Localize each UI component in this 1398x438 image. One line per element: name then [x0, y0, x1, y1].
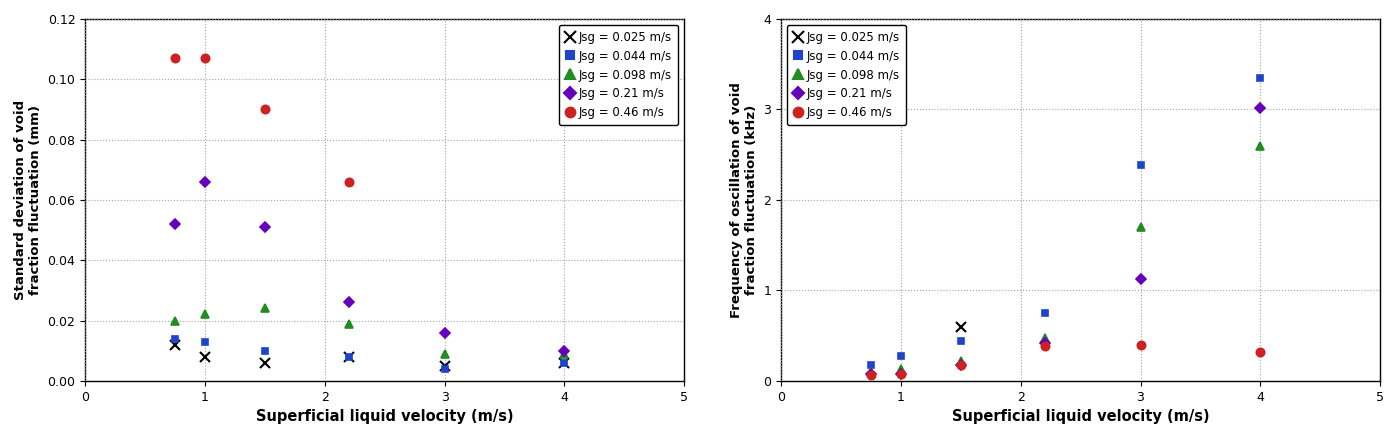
- X-axis label: Superficial liquid velocity (m/s): Superficial liquid velocity (m/s): [256, 409, 513, 424]
- Legend: Jsg = 0.025 m/s, Jsg = 0.044 m/s, Jsg = 0.098 m/s, Jsg = 0.21 m/s, Jsg = 0.46 m/: Jsg = 0.025 m/s, Jsg = 0.044 m/s, Jsg = …: [559, 25, 678, 125]
- Y-axis label: Standard deviation of void
fraction fluctuation (mm): Standard deviation of void fraction fluc…: [14, 100, 42, 300]
- Legend: Jsg = 0.025 m/s, Jsg = 0.044 m/s, Jsg = 0.098 m/s, Jsg = 0.21 m/s, Jsg = 0.46 m/: Jsg = 0.025 m/s, Jsg = 0.044 m/s, Jsg = …: [787, 25, 906, 125]
- Y-axis label: Frequency of oscillation of void
fraction fluctuation (kHz): Frequency of oscillation of void fractio…: [730, 82, 758, 318]
- X-axis label: Superficial liquid velocity (m/s): Superficial liquid velocity (m/s): [952, 409, 1209, 424]
